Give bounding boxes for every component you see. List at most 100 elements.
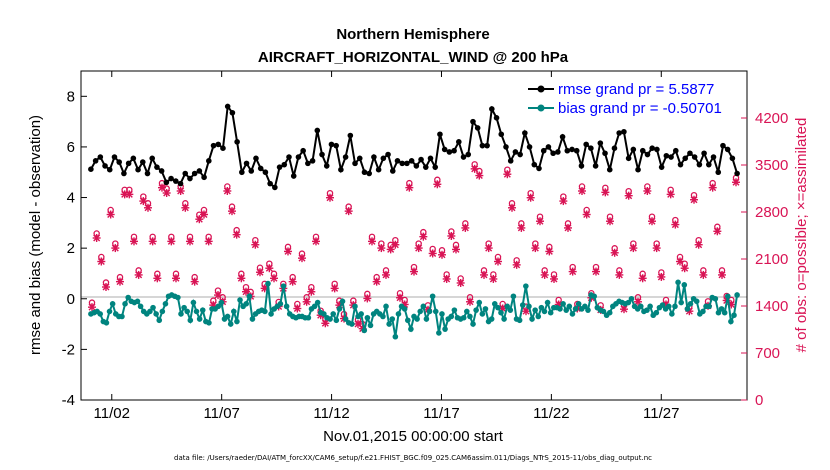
bias-point bbox=[501, 316, 507, 322]
bias-point bbox=[218, 299, 225, 306]
obs-assimilated-marker bbox=[680, 264, 689, 273]
bias-point bbox=[625, 299, 632, 306]
obs-assimilated-marker bbox=[452, 245, 461, 254]
rmse-point bbox=[347, 132, 354, 139]
obs-assimilated-marker bbox=[620, 305, 629, 314]
rmse-point bbox=[267, 180, 273, 187]
bias-point bbox=[659, 302, 666, 308]
bias-point bbox=[507, 307, 514, 313]
bias-point bbox=[417, 308, 424, 315]
bias-point bbox=[495, 304, 501, 311]
obs-assimilated-marker bbox=[522, 307, 531, 316]
obs-assimilated-marker bbox=[466, 297, 475, 306]
bias-point bbox=[585, 307, 591, 313]
bias-point bbox=[491, 301, 498, 307]
obs-assimilated-marker bbox=[167, 237, 176, 246]
legend-bias-marker bbox=[537, 104, 545, 112]
obs-assimilated-marker bbox=[330, 284, 339, 293]
rmse-point bbox=[427, 155, 434, 162]
obs-assimilated-marker bbox=[321, 319, 330, 328]
bias-point bbox=[178, 311, 184, 317]
rmse-point bbox=[314, 127, 321, 134]
x-tick-label: 11/22 bbox=[533, 405, 569, 422]
rmse-point bbox=[706, 161, 712, 168]
left-y-tick-label: 6 bbox=[67, 139, 75, 156]
bias-point bbox=[541, 308, 548, 315]
bias-point bbox=[336, 306, 343, 312]
obs-assimilated-marker bbox=[638, 274, 647, 283]
bias-point bbox=[134, 298, 141, 305]
bias-point bbox=[159, 308, 166, 315]
rmse-point bbox=[342, 154, 349, 160]
bias-point bbox=[479, 311, 486, 317]
rmse-point bbox=[729, 155, 736, 162]
bias-point bbox=[386, 321, 392, 327]
obs-assimilated-marker bbox=[227, 207, 236, 216]
rmse-point bbox=[446, 149, 453, 155]
rmse-point bbox=[649, 145, 656, 151]
rmse-point bbox=[172, 178, 179, 184]
bias-point bbox=[436, 330, 442, 336]
rmse-point bbox=[432, 164, 439, 170]
bias-point bbox=[606, 309, 613, 316]
legend-rmse-marker bbox=[537, 85, 545, 93]
rmse-point bbox=[88, 166, 94, 172]
bias-point bbox=[547, 309, 554, 316]
rmse-point bbox=[460, 154, 467, 160]
bias-point bbox=[467, 313, 473, 320]
bias-point bbox=[734, 292, 740, 298]
rmse-point bbox=[404, 160, 410, 167]
obs-assimilated-marker bbox=[410, 267, 418, 276]
bias-point bbox=[448, 313, 455, 320]
bias-point bbox=[665, 303, 672, 310]
bias-point bbox=[389, 316, 396, 322]
obs-assimilated-marker bbox=[657, 272, 666, 281]
obs-assimilated-marker bbox=[414, 244, 423, 253]
bias-point bbox=[187, 317, 194, 324]
bias-point bbox=[476, 299, 483, 306]
plot-frame bbox=[80, 70, 748, 401]
bias-point bbox=[367, 322, 374, 329]
bias-point bbox=[510, 293, 517, 300]
rmse-point bbox=[493, 115, 500, 121]
bias-point bbox=[526, 303, 532, 310]
obs-assimilated-marker bbox=[92, 234, 101, 242]
x-tick-label: 11/02 bbox=[94, 405, 130, 422]
obs-assimilated-marker bbox=[578, 187, 587, 195]
plot-area bbox=[81, 71, 747, 400]
bias-point bbox=[414, 316, 420, 322]
bias-point bbox=[687, 301, 694, 307]
obs-assimilated-marker bbox=[143, 203, 152, 212]
obs-assimilated-marker bbox=[125, 190, 134, 199]
bias-point bbox=[231, 308, 237, 315]
obs-assimilated-marker bbox=[568, 267, 577, 276]
bias-point bbox=[523, 283, 529, 289]
bias-point bbox=[190, 299, 197, 306]
bias-point bbox=[498, 309, 504, 316]
rmse-point bbox=[555, 149, 561, 155]
obs-assimilated-marker bbox=[666, 190, 675, 199]
rmse-point bbox=[234, 139, 240, 145]
obs-assimilated-marker bbox=[536, 217, 545, 226]
obs-assimilated-marker bbox=[367, 237, 376, 246]
rmse-point bbox=[309, 158, 316, 164]
rmse-point bbox=[517, 151, 523, 158]
rmse-point bbox=[522, 130, 528, 136]
obs-assimilated-marker bbox=[283, 247, 292, 256]
bias-point bbox=[432, 308, 439, 315]
legend-rmse-label: rmse grand pr = 5.5877 bbox=[558, 81, 714, 98]
obs-assimilated-marker bbox=[269, 274, 278, 283]
rmse-point bbox=[724, 146, 731, 153]
rmse-point bbox=[592, 163, 599, 169]
bias-point bbox=[358, 311, 364, 317]
rmse-point bbox=[248, 168, 255, 174]
bias-point bbox=[181, 304, 187, 311]
x-axis-ticks: 11/02 11/07 11/12 11/17 11/22 11/27 bbox=[94, 71, 679, 422]
right-y-axis-label: # of obs: o=possible; ×=assimilated bbox=[793, 118, 810, 353]
rmse-point bbox=[116, 159, 122, 165]
rmse-point bbox=[588, 145, 594, 151]
rmse-point bbox=[663, 152, 670, 159]
rmse-point bbox=[621, 128, 627, 135]
left-y-tick-label: -2 bbox=[62, 341, 75, 358]
bias-point bbox=[700, 308, 706, 315]
